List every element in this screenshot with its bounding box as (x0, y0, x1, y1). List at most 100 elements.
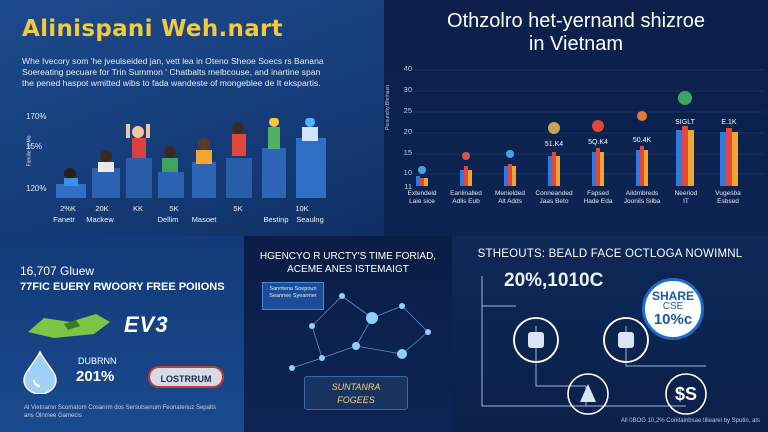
y-axis: 40 30 25 20 15 10 11 (392, 64, 412, 192)
x-label: Neeriod IT (674, 190, 698, 205)
stat-value: 16,707 Gluew (20, 264, 95, 278)
bar-group (592, 120, 604, 186)
person-figure (192, 138, 216, 198)
network-node (399, 303, 405, 309)
headline-number: 20%,1010C (504, 270, 604, 291)
category-value: 5K (233, 204, 243, 213)
network-node (352, 342, 360, 350)
axis-tick: 120% (26, 184, 47, 193)
target-circle (603, 317, 649, 363)
section-title-line: ACEME ANES ISTEMAIGT (287, 264, 409, 275)
footer-card-line: FOGEES (337, 395, 375, 405)
y-tick: 20 (403, 127, 412, 136)
percent-value: 201% (76, 368, 115, 385)
network-node (425, 329, 431, 335)
brand-logo-text: EV3 (124, 312, 169, 337)
bar-plot: 51.K4 5Q.K4 50.4K SIGLT E.1K (402, 69, 764, 186)
y-tick: 10 (403, 168, 412, 177)
panel-vietnam-share: Othzolro het-yernand shizroe in Vietnam … (384, 0, 768, 236)
axis-label: Familie tic Mo (26, 135, 33, 167)
intro-paragraph: Whe Ivecory som 'he jveulseided jan, vet… (22, 56, 324, 88)
section-title: STHEOUTS: BEALD FACE OCTLOGA NOWIMNL (477, 248, 743, 260)
bar-group (548, 122, 560, 186)
category-row: 2%K 20K KK 5K 5K 10K Fanetr Mackew Delli… (52, 204, 342, 228)
share-badge: SHARE CSE 10%c (642, 278, 704, 340)
panel-outlook: STHEOUTS: BEALD FACE OCTLOGA NOWIMNL $S … (452, 236, 768, 432)
target-icon (618, 332, 634, 348)
network-node (289, 365, 295, 371)
bar-group (460, 152, 472, 186)
panel-market-overview: Alinispani Weh.nart Whe Ivecory som 'he … (0, 0, 384, 236)
panel-stats: 16,707 Gluew 77FIC EUERY RWOORY FREE POI… (0, 236, 244, 432)
bar-label: SIGLT (675, 119, 695, 126)
footer-card: SUNTANRA FOGEES (304, 376, 408, 410)
x-label: Conneanded Jaas Beto (535, 190, 573, 205)
structure-circle (567, 373, 609, 415)
person-figure (126, 124, 152, 198)
share-badge-label: SHARE (651, 289, 694, 303)
dollar-circle (665, 373, 707, 415)
target-circle (513, 317, 559, 363)
axis-tick: 15% (26, 142, 43, 151)
bar-group (720, 128, 738, 186)
x-label: Vugesba Esbsed (715, 190, 741, 205)
person-figure (296, 118, 326, 198)
section-title-line: in Vietnam (528, 33, 624, 55)
water-drop-icon (23, 350, 57, 394)
page-title: Alinispani Weh.nart (22, 16, 283, 42)
footnote: All 0BOG 10,2% Conitainbsae tiliearel by… (620, 418, 760, 424)
y-tick: 11 (404, 182, 412, 191)
shoe-icon (28, 314, 110, 338)
category-value: 10K (295, 204, 309, 213)
panel-network: HGENCYO R URCTY'S TIME FORIAD, ACEME ANE… (244, 236, 452, 432)
dollar-symbol: $S (675, 384, 697, 404)
circuit-diagram: $S (481, 276, 707, 415)
left-axis: 170% 15% 120% Familie tic Mo (26, 112, 56, 198)
person-figure (226, 122, 252, 198)
person-figure (262, 118, 286, 198)
bar-group (676, 91, 694, 186)
section-title-line: Othzolro het-yernand shizroe (447, 10, 705, 32)
bar-group (636, 111, 648, 186)
category-label: Fanetr (53, 215, 75, 224)
category-value: 20K (95, 204, 109, 213)
person-figure (56, 168, 86, 198)
category-value: KK (132, 204, 143, 213)
category-label: Mackew (86, 215, 114, 224)
category-value: 5K (169, 204, 179, 213)
bar-label: 5Q.K4 (588, 139, 608, 146)
footnote: Al Vietnamn Scomatom Cosanrm dos Sersuts… (24, 405, 216, 419)
category-label: Dellim (157, 215, 179, 224)
section-heading: 77FIC EUERY RWOORY FREE POIIONS (20, 281, 225, 293)
x-label: Eanlinalled Adlis Eub (450, 190, 482, 205)
network-node (309, 323, 315, 329)
person-figure (158, 146, 184, 198)
footer-card-line: SUNTANRA (331, 382, 381, 392)
target-icon (528, 332, 544, 348)
category-label: Seaulng (296, 215, 324, 224)
percent-label: DUBRNN (78, 356, 117, 366)
category-label: Bestinp (263, 215, 289, 224)
bar-group (504, 150, 516, 186)
y-axis-label: Persunchy Bhrinasn (385, 85, 391, 130)
axis-tick: 170% (26, 112, 47, 121)
y-tick: 25 (403, 106, 412, 115)
share-badge-sub: CSE (662, 301, 684, 312)
category-label: Masoet (191, 215, 217, 224)
share-badge-value: 10%c (653, 311, 693, 328)
bar-group (416, 166, 428, 186)
section-title-line: HGENCYO R URCTY'S TIME FORIAD, (259, 251, 437, 262)
status-badge: LOSTRRUM (148, 366, 224, 388)
x-label: Extendeld Laie sice (407, 190, 437, 205)
network-node (319, 355, 325, 361)
x-label: Aildmbreds Joonils Silba (623, 190, 661, 205)
y-tick: 40 (403, 64, 412, 73)
y-tick: 30 (403, 85, 412, 94)
y-tick: 15 (403, 148, 412, 157)
network-node (397, 349, 407, 359)
people-illustration (56, 118, 326, 198)
bar-label: 51.K4 (545, 141, 563, 148)
network-node (339, 293, 345, 299)
network-node (366, 312, 378, 324)
section-title: Othzolro het-yernand shizroe in Vietnam (384, 10, 768, 56)
